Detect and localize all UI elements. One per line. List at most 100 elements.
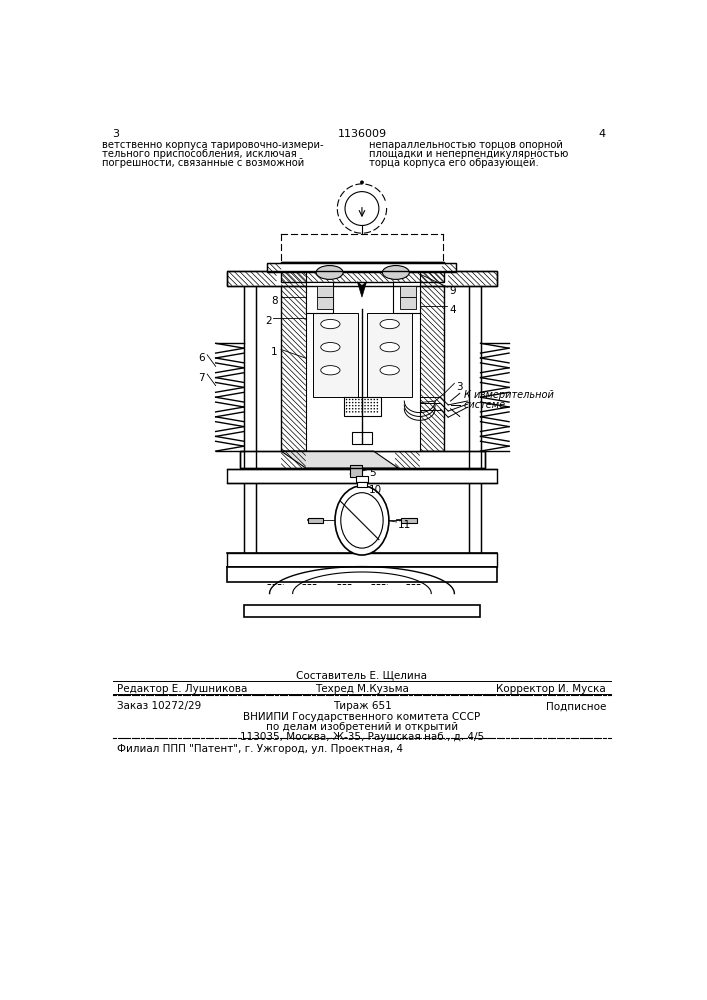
Bar (393, 282, 420, 312)
Circle shape (361, 181, 363, 184)
Circle shape (349, 402, 351, 403)
Bar (305, 262, 420, 451)
Circle shape (364, 408, 366, 410)
Ellipse shape (380, 366, 399, 375)
Text: погрешности, связанные с возможной: погрешности, связанные с возможной (102, 158, 304, 168)
Text: непараллельностью торцов опорной: непараллельностью торцов опорной (369, 140, 563, 150)
Polygon shape (281, 451, 398, 468)
Text: 5: 5 (369, 468, 375, 478)
Circle shape (370, 405, 372, 406)
Circle shape (368, 405, 369, 406)
Polygon shape (357, 282, 366, 297)
Circle shape (364, 411, 366, 413)
Text: тельного приспособления, исключая: тельного приспособления, исключая (102, 149, 296, 159)
Bar (244, 605, 480, 617)
Ellipse shape (380, 343, 399, 352)
Circle shape (373, 399, 375, 400)
Bar (344, 397, 381, 416)
Text: по делам изобретений и открытий: по делам изобретений и открытий (266, 722, 458, 732)
Circle shape (364, 402, 366, 403)
Text: системе: системе (464, 400, 506, 410)
Ellipse shape (380, 319, 399, 329)
Circle shape (368, 411, 369, 413)
Text: Составитель Е. Щелина: Составитель Е. Щелина (296, 671, 428, 681)
Circle shape (361, 405, 363, 406)
Text: 1: 1 (271, 347, 278, 357)
Bar (267, 263, 456, 272)
Circle shape (346, 405, 347, 406)
Ellipse shape (341, 493, 383, 548)
Circle shape (368, 399, 369, 400)
Text: Техред М.Кузьма: Техред М.Кузьма (315, 684, 409, 694)
Bar (227, 553, 498, 567)
Circle shape (377, 399, 378, 400)
Circle shape (346, 408, 347, 410)
Circle shape (358, 399, 360, 400)
Circle shape (370, 402, 372, 403)
Circle shape (355, 402, 356, 403)
Circle shape (352, 399, 354, 400)
Text: 113035, Москва, Ж-35, Раушская наб., д. 4/5: 113035, Москва, Ж-35, Раушская наб., д. … (240, 732, 484, 742)
Bar (244, 274, 256, 563)
Text: 6: 6 (198, 353, 204, 363)
Bar (356, 476, 368, 482)
Text: 4: 4 (599, 129, 606, 139)
Circle shape (355, 405, 356, 406)
Text: 3: 3 (456, 382, 462, 392)
Circle shape (373, 411, 375, 413)
Text: Подписное: Подписное (546, 701, 606, 711)
Bar (227, 271, 498, 286)
Circle shape (377, 405, 378, 406)
Circle shape (346, 399, 347, 400)
Bar (352, 432, 372, 444)
Bar (240, 451, 485, 468)
Bar (308, 518, 324, 523)
Text: Корректор И. Муска: Корректор И. Муска (496, 684, 606, 694)
Text: 7: 7 (198, 373, 204, 383)
Bar (281, 234, 443, 265)
Text: Редактор Е. Лушникова: Редактор Е. Лушникова (117, 684, 247, 694)
Circle shape (377, 411, 378, 413)
Bar (281, 262, 444, 451)
Text: ВНИИПИ Государственного комитета СССР: ВНИИПИ Государственного комитета СССР (243, 712, 481, 722)
Ellipse shape (321, 343, 340, 352)
Text: 1136009: 1136009 (337, 129, 387, 139)
Circle shape (355, 411, 356, 413)
Circle shape (361, 399, 363, 400)
Circle shape (368, 408, 369, 410)
Text: К измерительной: К измерительной (464, 389, 554, 399)
Circle shape (358, 402, 360, 403)
Circle shape (355, 399, 356, 400)
Text: 2: 2 (266, 316, 272, 326)
Bar (357, 482, 366, 487)
Bar (402, 518, 416, 523)
Circle shape (373, 408, 375, 410)
Circle shape (377, 402, 378, 403)
Circle shape (345, 192, 379, 225)
Bar (317, 286, 333, 297)
Bar (227, 271, 498, 286)
Circle shape (352, 405, 354, 406)
Circle shape (352, 411, 354, 413)
Circle shape (370, 411, 372, 413)
Ellipse shape (321, 319, 340, 329)
Circle shape (364, 405, 366, 406)
Circle shape (352, 408, 354, 410)
Bar (469, 274, 481, 563)
Circle shape (361, 411, 363, 413)
Text: торца корпуса его образующей.: торца корпуса его образующей. (369, 158, 539, 168)
Bar (400, 297, 416, 309)
Text: 11: 11 (398, 520, 411, 530)
Circle shape (346, 411, 347, 413)
Circle shape (358, 411, 360, 413)
Circle shape (352, 402, 354, 403)
Bar (267, 263, 456, 272)
Circle shape (349, 411, 351, 413)
Ellipse shape (335, 486, 389, 555)
Bar (305, 282, 333, 312)
Circle shape (377, 408, 378, 410)
Bar (227, 469, 498, 483)
Circle shape (358, 405, 360, 406)
Text: 10: 10 (369, 485, 382, 495)
Bar (400, 286, 416, 297)
